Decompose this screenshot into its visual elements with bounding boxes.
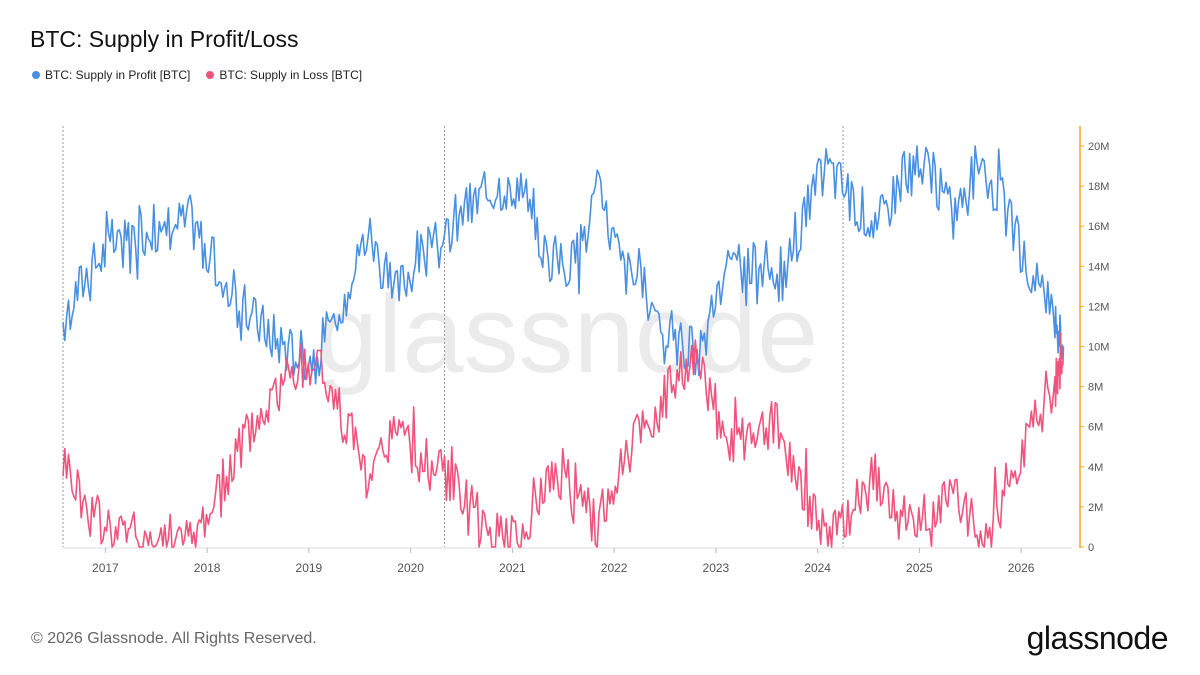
chart-svg: glassnode 0 2M 4M 6M 8M 10M 12M 14M 16M 18M 20M 2017… — [62, 126, 1109, 575]
y-tick-label-6: 12M — [1088, 301, 1109, 313]
x-tick-label-9: 2026 — [1008, 561, 1035, 575]
x-tick-label-4: 2021 — [499, 561, 526, 575]
brand-logo: glassnode — [1026, 620, 1169, 656]
y-tick-label-1: 2M — [1088, 502, 1103, 514]
x-tick-label-8: 2025 — [906, 561, 933, 575]
copyright: © 2026 Glassnode. All Rights Reserved. — [31, 630, 317, 647]
y-tick-label-7: 14M — [1088, 261, 1109, 273]
legend-label-loss: BTC: Supply in Loss [BTC] — [219, 68, 363, 82]
y-tick-label-2: 4M — [1088, 462, 1103, 474]
x-tick-label-1: 2018 — [194, 561, 221, 575]
legend-dot-loss — [206, 71, 215, 79]
y-tick-label-10: 20M — [1088, 141, 1109, 153]
series-line-0 — [62, 145, 1064, 385]
x-tick-label-3: 2020 — [397, 561, 424, 575]
watermark: glassnode — [317, 273, 819, 396]
legend-label-profit: BTC: Supply in Profit [BTC] — [45, 68, 191, 82]
legend-dot-profit — [32, 71, 40, 79]
x-tick-label-6: 2023 — [703, 561, 730, 575]
x-tick-label-7: 2024 — [804, 561, 831, 575]
x-tick-label-5: 2022 — [601, 561, 628, 575]
y-tick-label-5: 10M — [1088, 342, 1109, 354]
y-tick-label-8: 16M — [1088, 221, 1109, 233]
legend-item-loss[interactable]: BTC: Supply in Loss [BTC] — [206, 68, 362, 82]
series-line-1 — [62, 331, 1065, 548]
legend-item-profit[interactable]: BTC: Supply in Profit [BTC] — [32, 68, 190, 82]
y-tick-label-3: 6M — [1088, 422, 1103, 434]
y-tick-label-4: 8M — [1088, 382, 1103, 394]
x-tick-label-2: 2019 — [296, 561, 323, 575]
x-tick-label-0: 2017 — [92, 561, 119, 575]
legend: BTC: Supply in Profit [BTC] BTC: Supply … — [32, 68, 362, 82]
chart-title: BTC: Supply in Profit/Loss — [30, 26, 299, 52]
y-tick-label-0: 0 — [1088, 542, 1094, 554]
y-tick-label-9: 18M — [1088, 181, 1109, 193]
